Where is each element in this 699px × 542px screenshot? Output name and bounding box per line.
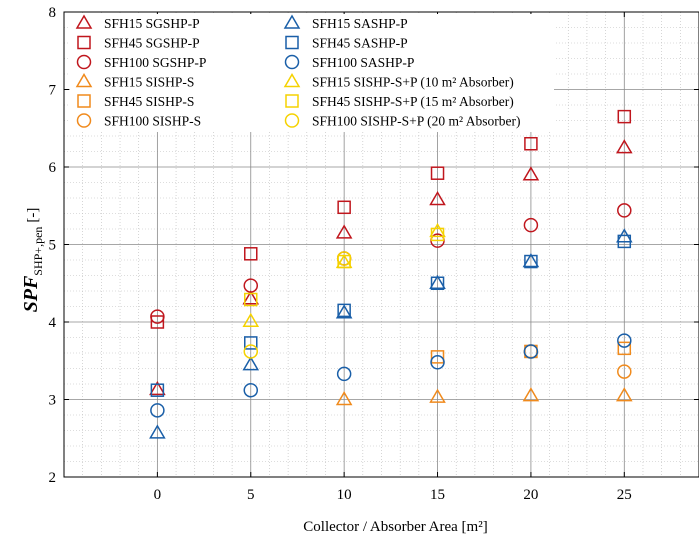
data-point: [524, 137, 538, 151]
data-point: [429, 191, 446, 206]
data-point: [244, 247, 258, 261]
legend-marker: [76, 54, 92, 70]
data-point: [150, 309, 165, 324]
x-tick-labels: 0 5 10 15 20 25: [154, 487, 632, 503]
data-point: [617, 333, 632, 348]
x-axis-label: Collector / Absorber Area [m²]: [303, 519, 487, 535]
data-point: [429, 274, 446, 289]
data-point: [242, 312, 260, 327]
legend-label: SFH45 SISHP-S+P (15 m² Absorber): [312, 94, 514, 109]
legend-background: [70, 14, 554, 132]
data-point: [150, 383, 165, 397]
data-point: [244, 292, 258, 307]
data-point: [243, 344, 259, 359]
data-point: [149, 380, 166, 396]
x-tick-label: 15: [430, 487, 445, 503]
legend-marker: [75, 73, 93, 88]
legend-label: SFH15 SASHP-P: [312, 16, 408, 31]
y-tick-label: 7: [49, 83, 57, 99]
legend-marker: [283, 73, 301, 88]
y-tick-label: 8: [49, 5, 57, 21]
y-tick-label: 6: [49, 160, 57, 176]
legend-label: SFH45 SGSHP-P: [104, 36, 200, 51]
data-point: [243, 278, 259, 293]
legend-marker: [285, 35, 299, 50]
data-point: [337, 303, 351, 318]
legend: SFH15 SGSHP-P SFH45 SGSHP-P SFH100 SGSHP-P…: [70, 14, 554, 132]
y-tick-label: 3: [49, 393, 57, 409]
data-point: [429, 388, 446, 403]
legend-marker: [76, 113, 92, 128]
data-point: [430, 355, 445, 370]
data-point: [430, 276, 445, 290]
legend-marker: [283, 14, 301, 29]
data-point: [244, 336, 258, 350]
data-point: [150, 403, 165, 418]
data-point: [335, 224, 353, 239]
legend-marker: [75, 14, 93, 29]
legend-label: SFH100 SGSHP-P: [104, 55, 206, 70]
data-point: [617, 364, 632, 379]
data-point: [430, 227, 445, 242]
x-tick-label: 20: [523, 487, 538, 503]
y-axis-label-text: SPFSHP+,pen[-]: [20, 208, 45, 313]
data-point: [524, 254, 538, 269]
data-point: [617, 341, 632, 356]
data-point: [242, 356, 260, 371]
data-point: [523, 344, 539, 359]
x-tick-label: 10: [337, 487, 352, 503]
y-tick-label: 5: [49, 238, 57, 254]
data-point: [523, 217, 539, 233]
legend-marker: [77, 94, 91, 108]
data-point: [335, 304, 353, 319]
data-point: [615, 387, 633, 402]
data-point: [336, 251, 352, 266]
legend-label: SFH100 SISHP-S: [104, 114, 201, 129]
x-tick-label: 0: [154, 487, 162, 503]
legend-label: SFH45 SASHP-P: [312, 36, 408, 51]
data-markers: [149, 109, 633, 439]
data-point: [149, 424, 166, 439]
y-tick-label: 2: [49, 470, 57, 486]
data-point: [429, 222, 446, 238]
y-axis-label: SPFSHP+,pen[-]: [20, 208, 45, 313]
legend-label: SFH100 SISHP-S+P (20 m² Absorber): [312, 114, 520, 129]
data-point: [522, 387, 540, 402]
data-point: [336, 366, 352, 382]
legend-marker: [77, 35, 91, 50]
data-point: [617, 109, 632, 124]
legend-label: SFH15 SGSHP-P: [104, 16, 200, 31]
legend-label: SFH45 SISHP-S: [104, 94, 194, 109]
data-point: [522, 253, 540, 268]
data-point: [337, 200, 351, 215]
legend-marker: [284, 113, 300, 128]
legend-marker: [285, 94, 299, 108]
y-tick-labels: 2 3 4 5 6 7 8: [49, 5, 57, 486]
legend-marker: [284, 54, 300, 70]
data-point: [617, 203, 632, 218]
data-point: [615, 139, 633, 154]
data-point: [430, 350, 445, 364]
legend-label: SFH15 SISHP-S+P (10 m² Absorber): [312, 75, 514, 90]
y-tick-label: 4: [49, 315, 57, 331]
data-point: [335, 391, 353, 406]
data-point: [617, 234, 632, 249]
data-point: [150, 315, 165, 329]
x-tick-label: 25: [617, 487, 632, 503]
x-tick-label: 5: [247, 487, 255, 503]
data-point: [242, 290, 260, 305]
legend-label: SFH15 SISHP-S: [104, 75, 194, 90]
data-point: [243, 382, 259, 398]
data-point: [522, 166, 540, 181]
data-point: [430, 166, 445, 180]
legend-label: SFH100 SASHP-P: [312, 55, 414, 70]
